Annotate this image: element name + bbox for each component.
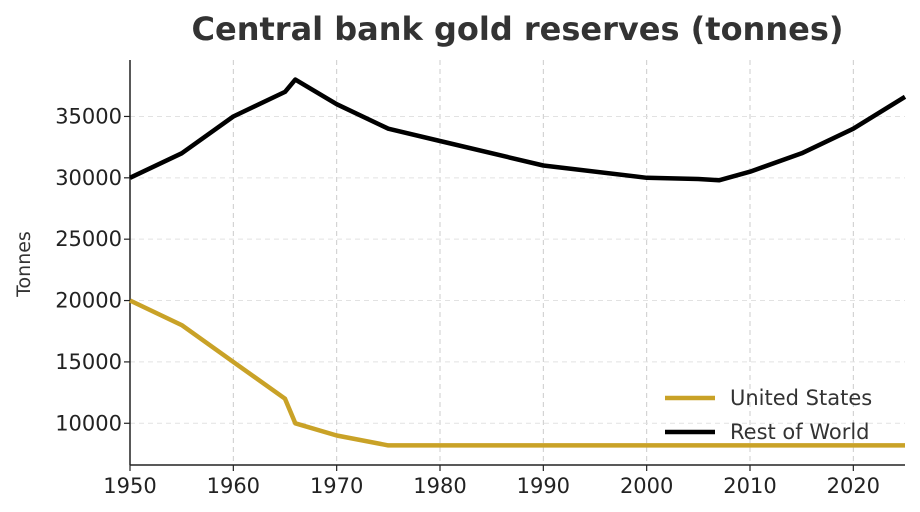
axes	[124, 60, 905, 471]
y-tick-label: 30000	[55, 166, 122, 190]
series-line-rest-of-world	[129, 77, 907, 183]
x-tick-labels: 1950 1960 1970 1980 1990 2000 2010 2020	[103, 474, 880, 498]
y-tick-label: 25000	[55, 227, 122, 251]
x-tick-label: 1980	[413, 474, 466, 498]
x-tick-label: 2000	[620, 474, 673, 498]
x-tick-label: 2020	[827, 474, 880, 498]
x-tick-label: 1970	[310, 474, 363, 498]
x-tick-label: 1990	[517, 474, 570, 498]
x-tick-label: 1960	[207, 474, 260, 498]
legend-label-rest-of-world: Rest of World	[730, 420, 870, 444]
x-tick-label: 1950	[103, 474, 156, 498]
x-tick-label: 2010	[723, 474, 776, 498]
y-tick-label: 15000	[55, 350, 122, 374]
legend: United States Rest of World	[665, 386, 872, 444]
y-tick-label: 35000	[55, 104, 122, 128]
y-axis-label: Tonnes	[13, 231, 35, 298]
y-tick-label: 20000	[55, 289, 122, 313]
chart-title: Central bank gold reserves (tonnes)	[191, 10, 844, 48]
series-line-united-states	[129, 298, 905, 448]
y-tick-label: 10000	[55, 411, 122, 435]
legend-label-united-states: United States	[730, 386, 872, 410]
series-lines	[129, 77, 907, 448]
y-tick-labels: 10000 15000 20000 25000 30000 35000	[55, 104, 122, 435]
